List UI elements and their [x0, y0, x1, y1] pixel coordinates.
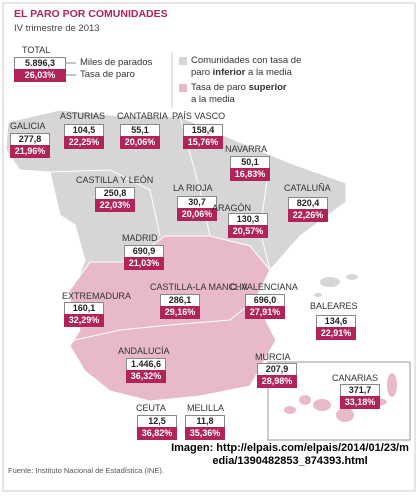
legend-text: superior [248, 82, 287, 93]
legend-text: Tasa de paro [191, 82, 249, 93]
region-rate: 33,18% [340, 396, 380, 409]
legend-below: Comunidades con tasa de paro inferior a … [191, 55, 316, 79]
island [313, 399, 331, 411]
region-name: ASTURIAS [60, 111, 106, 121]
region-name: MADRID [122, 233, 158, 243]
subtitle: IV trimestre de 2013 [14, 23, 100, 34]
region-rate: 22,25% [64, 136, 104, 149]
region-rate: 22,03% [95, 199, 135, 212]
region-name: NAVARRA [225, 144, 268, 154]
island [314, 293, 322, 297]
region-name: CANARIAS [332, 373, 379, 383]
title: EL PARO POR COMUNIDADES [14, 8, 168, 20]
region-name: MURCIA [255, 352, 291, 362]
value-caption: Miles de parados [80, 57, 153, 68]
region-rate: 35,36% [185, 427, 225, 440]
region-rate: 16,83% [230, 168, 270, 181]
region-rate: 28,98% [257, 375, 297, 388]
region-rate: 32,29% [64, 314, 104, 327]
region-name: EXTREMADURA [62, 291, 132, 301]
image-url: Imagen: http://elpais.com/elpais/2014/01… [171, 442, 409, 467]
region-rate: 22,91% [316, 327, 356, 340]
region-name: CANTABRIA [117, 111, 168, 121]
region-name: CASTILLA-LA MANCHA [150, 282, 248, 292]
island [284, 406, 296, 414]
rate-caption: Tasa de paro [80, 69, 135, 80]
island [299, 395, 311, 405]
total-label: TOTAL [22, 45, 51, 55]
region-name: CATALUÑA [284, 183, 331, 193]
region-name: GALICIA [10, 121, 46, 131]
legend-text: a la media [245, 67, 292, 78]
region-rate: 21,96% [10, 145, 50, 158]
region-name: ANDALUCÍA [118, 346, 170, 356]
legend-text: inferior [212, 67, 246, 78]
borders [49, 169, 161, 237]
region-name: CASTILLA Y LEÓN [76, 175, 154, 185]
region-name: ARAGÓN [212, 203, 252, 213]
legend-text: Comunidades con tasa de paro [191, 55, 302, 78]
region-name: MELILLA [187, 403, 225, 413]
island [320, 277, 340, 287]
island [336, 408, 354, 422]
region-rate: 36,32% [126, 370, 166, 383]
region-name: LA RIOJA [173, 183, 213, 193]
source: Fuente: Instituto Nacional de Estadístic… [8, 466, 164, 475]
island [346, 274, 358, 280]
region-rate: 22,26% [288, 209, 328, 222]
region-rate: 20,06% [177, 208, 217, 221]
region-rate: 36,82% [137, 427, 177, 440]
region-rate: 20,06% [120, 136, 160, 149]
region-name: BALEARES [310, 301, 358, 311]
region-name: C. VALENCIANA [230, 282, 298, 292]
region-rate: 21,03% [124, 257, 164, 270]
legend-swatch [179, 84, 187, 92]
borders [74, 299, 256, 341]
total-rate: 26,03% [14, 69, 66, 82]
region-rate: 15,76% [183, 136, 223, 149]
legend-above: Tasa de paro superior a la media [191, 82, 291, 106]
legend-text: a la media [191, 94, 235, 105]
region-name: PAÍS VASCO [172, 111, 226, 121]
region-name: CEUTA [136, 403, 166, 413]
region-rate: 27,91% [245, 306, 285, 319]
region-rate: 29,16% [160, 306, 200, 319]
legend-swatch [179, 57, 187, 65]
region-rate: 20,57% [228, 225, 268, 238]
island [387, 373, 397, 397]
